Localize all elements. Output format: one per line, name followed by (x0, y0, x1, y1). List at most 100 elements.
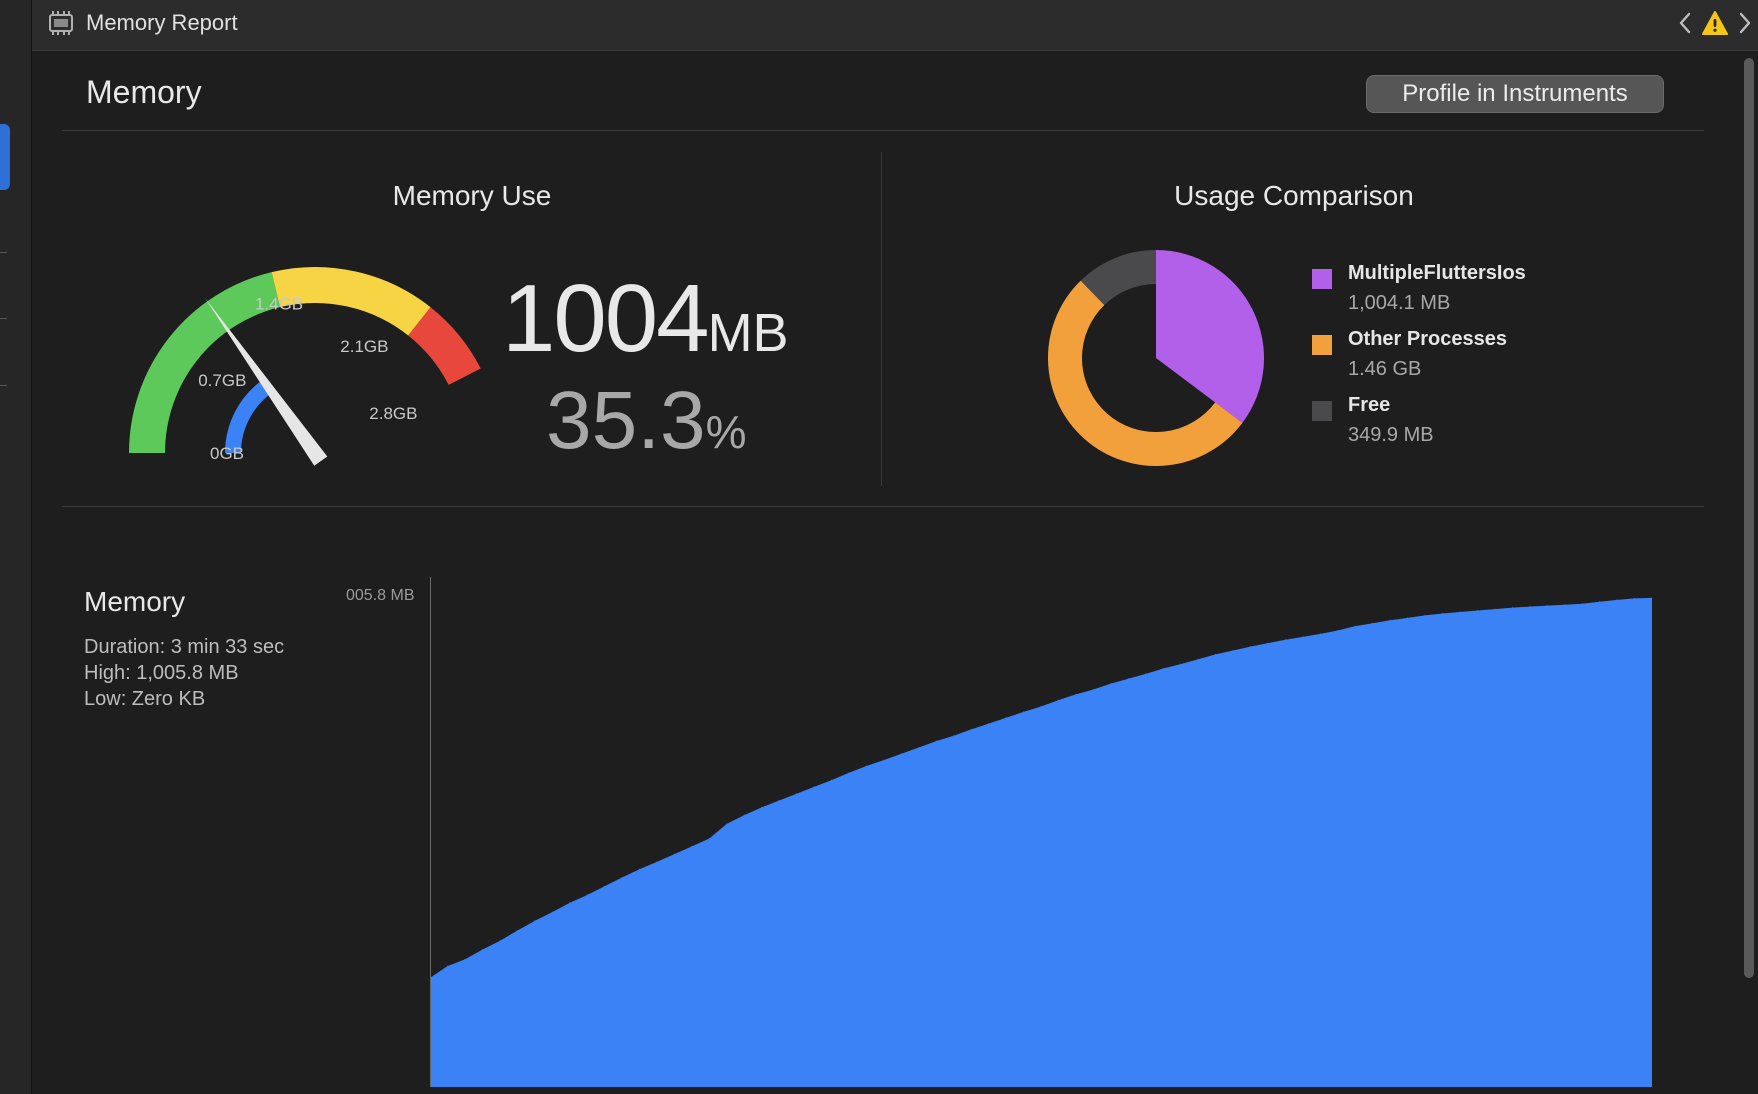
memory-data-point (481, 949, 483, 951)
legend-swatch (1312, 335, 1332, 355)
panel-divider (881, 152, 882, 486)
memory-chip-icon (49, 11, 73, 35)
memory-data-point (446, 965, 448, 967)
gauge-zone-red (407, 307, 481, 386)
memory-data-point (1529, 606, 1531, 608)
warning-icon[interactable] (1702, 9, 1728, 37)
memory-data-point (1511, 607, 1513, 609)
gauge-tick-label: 2.1GB (340, 337, 388, 356)
memory-data-point (1023, 711, 1025, 713)
sidebar-divider (0, 252, 7, 253)
memory-data-point (1407, 617, 1409, 619)
header-divider (62, 130, 1704, 131)
memory-data-point (953, 735, 955, 737)
memory-data-point (691, 845, 693, 847)
legend-name: Free (1348, 394, 1391, 416)
gauge-tick-label: 0GB (210, 444, 244, 463)
memory-data-point (743, 814, 745, 816)
gauge-needle (205, 298, 328, 466)
memory-data-point (1651, 597, 1652, 599)
vertical-scrollbar[interactable] (1741, 58, 1757, 978)
memory-data-point (1284, 639, 1286, 641)
sidebar-divider (0, 318, 7, 319)
memory-data-point (1459, 611, 1461, 613)
duration-stat: Duration: 3 min 33 sec (84, 636, 285, 658)
memory-data-point (1599, 601, 1601, 603)
donut-slice-other-processes (1048, 280, 1243, 466)
memory-data-point (621, 877, 623, 879)
memory-area-chart (430, 577, 1652, 1087)
chevron-left-icon[interactable] (1674, 8, 1696, 38)
memory-gauge: 0GB 0.7GB 1.4GB 2.1GB 2.8GB (129, 267, 481, 466)
memory-data-point (1546, 605, 1548, 607)
memory-data-point (499, 940, 501, 942)
low-stat: Low: Zero KB (84, 688, 206, 710)
memory-data-point (1040, 706, 1042, 708)
memory-percent-unit: % (705, 406, 747, 458)
memory-data-point (1215, 653, 1217, 655)
title-bar: Memory Report (32, 0, 1758, 51)
memory-data-point (1494, 608, 1496, 610)
memory-data-point (865, 765, 867, 767)
page-title: Memory (86, 74, 202, 110)
memory-data-point (534, 920, 536, 922)
memory-data-point (586, 894, 588, 896)
memory-data-point (1092, 688, 1094, 690)
gauge-tick-label: 2.8GB (369, 404, 417, 423)
legend-value: 349.9 MB (1348, 424, 1434, 446)
memory-data-point (656, 861, 658, 863)
memory-data-point (1197, 658, 1199, 660)
memory-data-point (604, 885, 606, 887)
legend-swatch (1312, 401, 1332, 421)
legend-value: 1,004.1 MB (1348, 292, 1451, 314)
memory-data-point (708, 838, 710, 840)
memory-data-point (1232, 649, 1234, 651)
memory-data-point (551, 911, 553, 913)
memory-data-point (1249, 646, 1251, 648)
memory-data-point (900, 753, 902, 755)
memory-data-point (796, 793, 798, 795)
usage-donut-chart (1048, 250, 1264, 466)
memory-data-point (883, 759, 885, 761)
gauge-tick-label: 0.7GB (198, 371, 246, 390)
memory-chart-title: Memory (84, 586, 186, 617)
memory-data-point (1372, 622, 1374, 624)
sidebar-divider (0, 385, 7, 386)
donut-slice-free (1080, 250, 1157, 306)
memory-data-point (1337, 630, 1339, 632)
memory-data-point (1564, 604, 1566, 606)
memory-data-point (638, 868, 640, 870)
profile-in-instruments-button[interactable]: Profile in Instruments (1366, 75, 1664, 113)
legend-swatch (1312, 269, 1332, 289)
memory-data-point (516, 930, 518, 932)
memory-data-point (831, 779, 833, 781)
scrollbar-thumb[interactable] (1744, 58, 1754, 978)
memory-data-point (569, 902, 571, 904)
gauge-tick-label: 1.4GB (255, 294, 303, 313)
memory-data-point (1424, 614, 1426, 616)
memory-data-point (918, 746, 920, 748)
memory-area-series (430, 597, 1652, 1087)
legend-name: MultipleFluttersIos (1348, 262, 1526, 284)
donut-slice-app (1156, 250, 1264, 423)
memory-data-point (1075, 693, 1077, 695)
memory-data-point (935, 740, 937, 742)
memory-percent-number: 35.3 (546, 375, 706, 466)
memory-data-point (813, 786, 815, 788)
memory-data-point (673, 853, 675, 855)
memory-data-point (761, 806, 763, 808)
chevron-right-icon[interactable] (1734, 8, 1756, 38)
memory-data-point (1005, 717, 1007, 719)
memory-percent: 35.3% (546, 374, 747, 468)
memory-data-point (1180, 663, 1182, 665)
memory-data-point (1110, 683, 1112, 685)
usage-comparison-title: Usage Comparison (1174, 180, 1414, 211)
memory-data-point (1162, 668, 1164, 670)
selected-item-indicator (0, 124, 10, 190)
window-title: Memory Report (86, 10, 238, 35)
memory-data-point (1476, 610, 1478, 612)
memory-data-point (1634, 597, 1636, 599)
memory-data-point (1442, 612, 1444, 614)
memory-data-point (1319, 633, 1321, 635)
memory-data-point (970, 728, 972, 730)
